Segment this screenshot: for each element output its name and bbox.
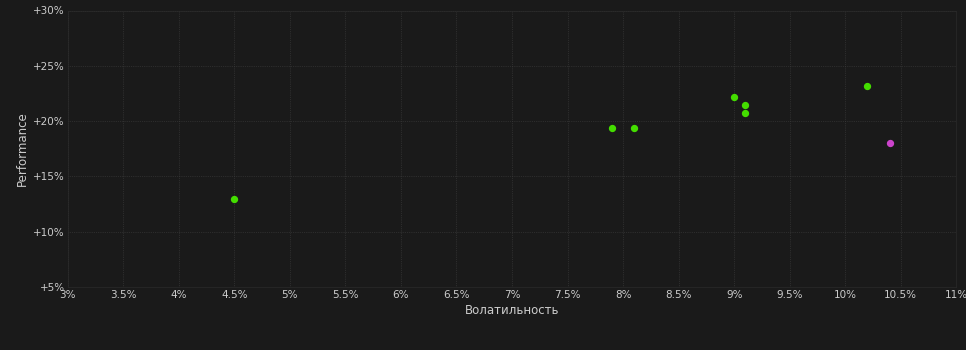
Point — [860, 83, 875, 89]
Point — [226, 196, 242, 201]
Point — [627, 125, 642, 131]
X-axis label: Волатильность: Волатильность — [465, 304, 559, 317]
Point — [882, 140, 897, 146]
Point — [726, 94, 742, 99]
Y-axis label: Performance: Performance — [15, 111, 29, 186]
Point — [738, 111, 753, 116]
Point — [605, 125, 620, 131]
Point — [738, 102, 753, 107]
